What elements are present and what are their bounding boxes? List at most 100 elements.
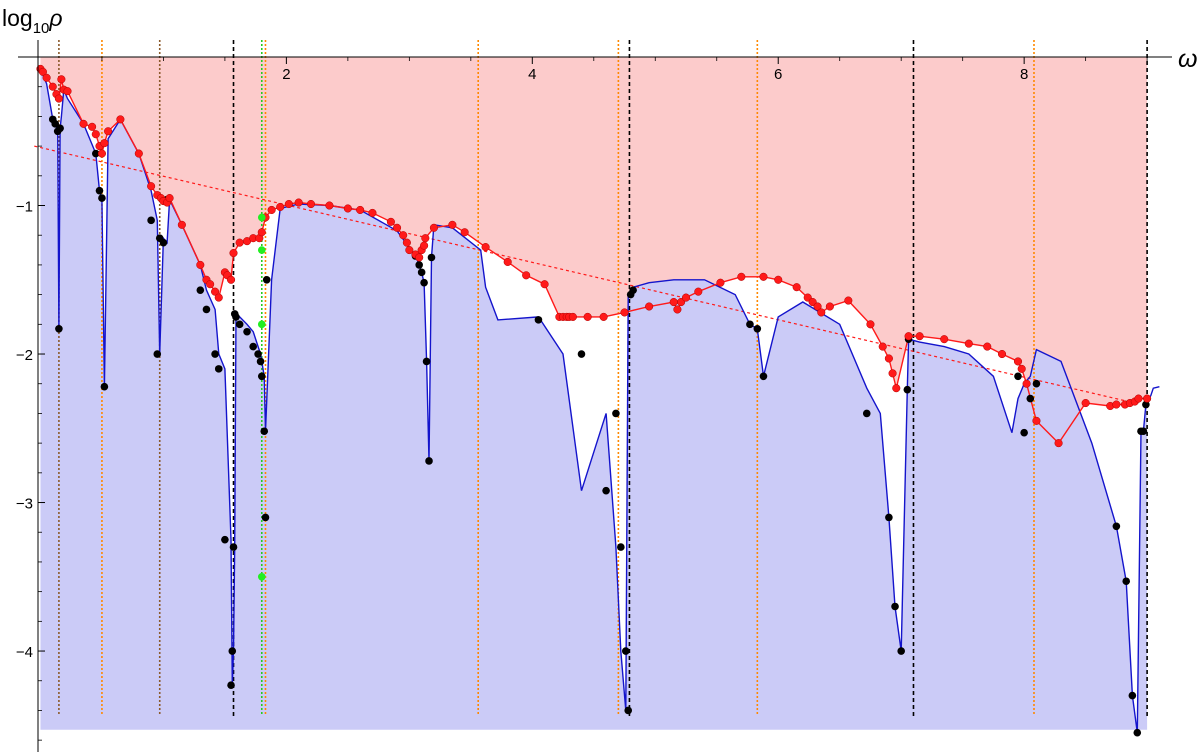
black-marker (612, 409, 620, 418)
regions (40, 57, 1148, 733)
red-marker (1032, 416, 1041, 425)
black-marker (257, 372, 266, 381)
red-marker (888, 369, 897, 378)
red-marker (568, 312, 577, 321)
black-marker (211, 350, 219, 358)
red-marker (583, 312, 592, 321)
red-marker (100, 139, 109, 148)
red-marker (294, 198, 303, 207)
black-marker (617, 543, 625, 551)
black-marker (55, 324, 63, 333)
black-marker (629, 286, 637, 294)
red-marker (104, 127, 113, 136)
black-marker (753, 324, 762, 333)
red-marker (813, 302, 822, 311)
y-axis-label: log10ρ (2, 5, 63, 37)
red-marker (235, 238, 244, 247)
red-marker (997, 349, 1007, 359)
red-marker (983, 342, 992, 351)
black-marker (1122, 577, 1131, 586)
red-marker (42, 73, 51, 82)
red-marker (276, 202, 285, 212)
black-marker (51, 120, 60, 128)
x-tick-label: 6 (774, 66, 782, 83)
red-marker (716, 278, 725, 287)
black-marker (159, 238, 168, 247)
red-marker (229, 248, 238, 258)
red-marker (63, 87, 72, 96)
red-marker (196, 260, 205, 269)
red-marker (88, 122, 97, 131)
black-marker (746, 320, 754, 329)
black-marker (422, 357, 431, 366)
green-marker (257, 213, 266, 222)
red-marker (503, 257, 512, 266)
red-marker (226, 275, 236, 284)
red-marker (759, 272, 768, 281)
red-marker (267, 205, 276, 215)
red-marker (915, 332, 924, 341)
black-marker (1133, 728, 1142, 737)
red-marker (878, 342, 887, 351)
black-marker (249, 342, 257, 351)
y-tick-label: −4 (16, 644, 33, 661)
red-marker (79, 119, 88, 128)
red-marker (91, 130, 100, 139)
black-marker (98, 194, 106, 202)
green-marker (257, 320, 266, 329)
black-marker (153, 350, 162, 358)
red-marker (940, 335, 949, 344)
black-marker (425, 457, 433, 465)
black-marker (235, 320, 244, 329)
lower-region (40, 68, 1148, 733)
black-marker (759, 372, 768, 381)
red-marker (206, 280, 215, 289)
red-marker (1112, 400, 1121, 409)
red-marker (54, 94, 63, 103)
red-marker (368, 208, 377, 217)
black-marker (91, 149, 100, 158)
upper-region (40, 57, 1148, 444)
red-marker (522, 271, 531, 280)
black-marker (415, 261, 423, 269)
red-marker (904, 332, 913, 341)
red-marker (177, 220, 186, 229)
black-marker (262, 275, 271, 284)
red-marker (884, 354, 893, 363)
red-marker (866, 320, 875, 329)
red-marker (165, 194, 174, 203)
black-marker (229, 543, 238, 551)
x-tick-label: 2 (282, 66, 290, 83)
red-marker (1013, 357, 1023, 366)
black-marker (260, 427, 269, 436)
red-marker (1054, 439, 1063, 448)
red-marker (1143, 394, 1152, 403)
red-marker (540, 280, 549, 289)
black-marker (891, 602, 899, 611)
red-marker (48, 82, 57, 91)
black-marker (602, 486, 610, 495)
red-marker (38, 67, 47, 76)
red-marker (481, 243, 490, 252)
red-marker (1017, 364, 1026, 373)
red-marker (460, 228, 469, 237)
red-marker (386, 217, 395, 226)
red-marker (356, 205, 365, 215)
x-tick-label: 4 (528, 66, 536, 83)
markers-group (36, 64, 1152, 737)
black-marker (885, 513, 893, 522)
black-marker (1142, 400, 1150, 409)
black-marker (95, 186, 104, 195)
black-marker (232, 313, 240, 321)
red-marker (1134, 394, 1143, 403)
y-tick-label: −3 (16, 496, 33, 513)
red-marker (669, 297, 678, 307)
y-tick-label: −2 (16, 347, 33, 364)
red-marker (429, 223, 438, 232)
black-marker (214, 365, 223, 373)
black-marker (1014, 372, 1022, 381)
red-marker (420, 241, 429, 250)
red-marker (817, 308, 826, 317)
red-marker (825, 302, 834, 311)
black-marker (1139, 427, 1148, 436)
